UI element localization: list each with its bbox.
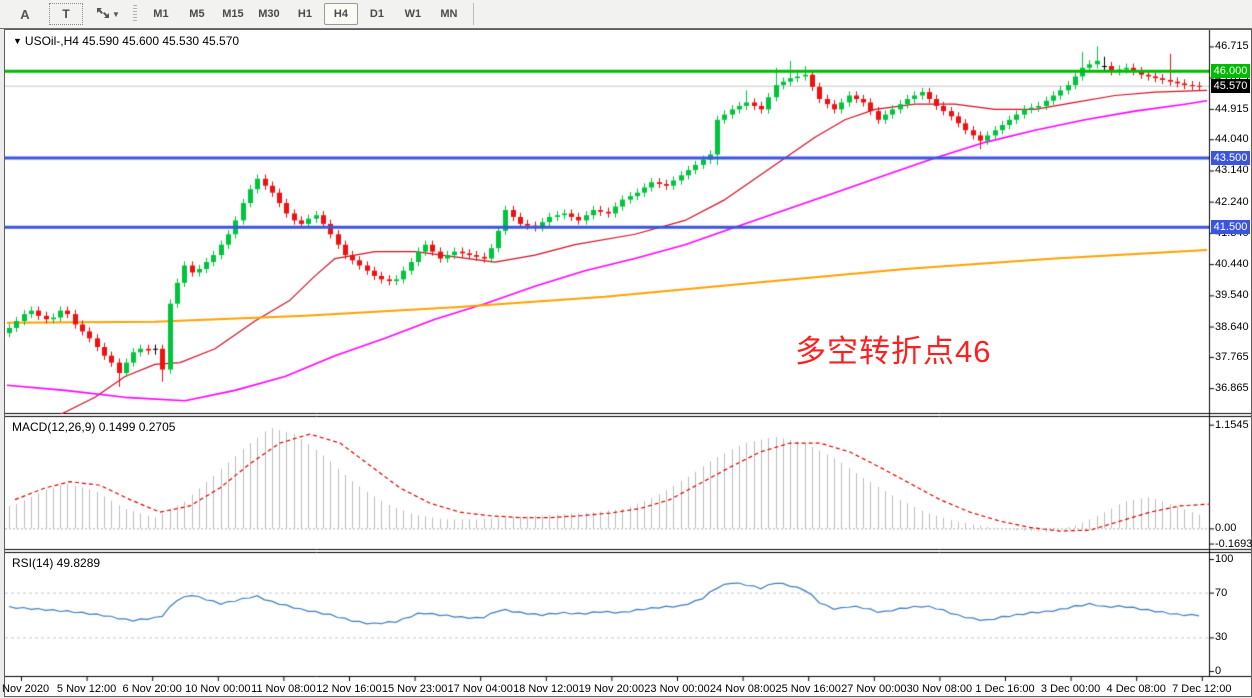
- chart-title: ▼ USOil-,H4 45.590 45.600 45.530 45.570: [13, 34, 239, 48]
- price-badge-41500: 41.500: [1211, 220, 1250, 235]
- time-axis-label: 25 Nov 16:00: [775, 683, 841, 695]
- timeframe-button-h4[interactable]: H4: [323, 3, 358, 25]
- text-box-tool-button[interactable]: T: [49, 3, 83, 25]
- price-tick-label: 43.140: [1215, 164, 1249, 177]
- time-axis-label: 27 Nov 00:00: [841, 683, 907, 695]
- timeframe-button-h1[interactable]: H1: [297, 8, 312, 20]
- timeframe-button-mn[interactable]: MN: [440, 8, 458, 20]
- macd-tick-label: 0.00: [1215, 522, 1237, 535]
- toolbar-separator: [472, 3, 474, 25]
- double-arrow-icon: [96, 7, 110, 22]
- text-label-tool-button[interactable]: A: [20, 6, 30, 22]
- price-tick-label: 38.640: [1215, 320, 1249, 333]
- time-axis-label: 12 Nov 16:00: [316, 683, 382, 695]
- timeframe-button-m1[interactable]: M1: [153, 8, 169, 20]
- time-axis-label: 19 Nov 20:00: [578, 683, 645, 695]
- chart-title-text: USOil-,H4 45.590 45.600 45.530 45.570: [24, 34, 240, 48]
- macd-indicator-label: MACD(12,26,9) 0.1499 0.2705: [12, 420, 176, 434]
- price-badge-45570: 45.570: [1211, 79, 1250, 94]
- price-tick-label: 37.765: [1215, 350, 1249, 363]
- price-tick-label: 44.915: [1215, 102, 1249, 115]
- timeframe-buttons: M1 M5 M15 M30 H1 H4 D1 W1 MN: [143, 3, 467, 25]
- time-axis-label: 23 Nov 00:00: [644, 683, 710, 695]
- time-axis-label: 1 Dec 16:00: [975, 683, 1035, 695]
- time-axis-label: 18 Nov 12:00: [513, 683, 579, 695]
- price-tick-label: 44.040: [1215, 133, 1249, 146]
- chevron-down-icon: ▼: [112, 9, 120, 19]
- timeframe-button-m15[interactable]: M15: [222, 8, 244, 20]
- time-axis-label: 11 Nov 08:00: [251, 683, 316, 695]
- time-axis-label: 7 Dec 12:00: [1172, 683, 1232, 695]
- timeframe-button-w1[interactable]: W1: [404, 8, 422, 20]
- time-axis-label: 15 Nov 23:00: [381, 683, 448, 695]
- rsi-tick-label: 100: [1215, 553, 1234, 565]
- time-axis-label: 5 Nov 12:00: [56, 683, 117, 695]
- price-badge-43500: 43.500: [1211, 150, 1250, 165]
- time-axis-label: 17 Nov 04:00: [447, 683, 513, 695]
- timeframe-button-m5[interactable]: M5: [189, 8, 205, 20]
- rsi-indicator-label: RSI(14) 49.8289: [12, 556, 101, 570]
- collapse-triangle-icon: ▼: [13, 36, 22, 46]
- price-tick-label: 40.440: [1215, 258, 1249, 271]
- rsi-tick-label: 70: [1215, 586, 1228, 599]
- macd-tick-label: 1.1545: [1215, 418, 1249, 431]
- toolbar: A T ▼ M1 M5 M15 M30 H1 H4 D1 W1 MN: [0, 0, 1252, 29]
- rsi-tick-label: 30: [1215, 631, 1228, 644]
- toolbar-grip[interactable]: [132, 5, 137, 23]
- chart-annotation: 多空转折点46: [795, 334, 992, 369]
- macd-tick-label: -0.1693: [1215, 537, 1252, 550]
- price-tick-label: 46.715: [1215, 40, 1249, 53]
- chart-window: ▼ USOil-,H4 45.590 45.600 45.530 45.570 M…: [0, 29, 1252, 697]
- price-tick-label: 42.240: [1215, 195, 1249, 208]
- rsi-tick-label: 0: [1215, 665, 1222, 677]
- time-axis-label: 6 Nov 20:00: [122, 683, 182, 695]
- time-axis-label: 30 Nov 08:00: [906, 683, 973, 695]
- price-tick-label: 39.540: [1215, 289, 1249, 302]
- price-tick-label: 36.865: [1215, 382, 1249, 395]
- time-axis-label: 3 Dec 00:00: [1040, 683, 1101, 695]
- chart-canvas[interactable]: [5, 30, 1251, 696]
- time-axis-label: 4 Dec 08:00: [1106, 683, 1166, 695]
- cursor-tool-button[interactable]: ▼: [90, 3, 126, 25]
- time-axis-label: 24 Nov 08:00: [709, 683, 776, 695]
- price-badge-46000: 46.000: [1211, 64, 1250, 79]
- time-axis-label: 10 Nov 00:00: [185, 683, 251, 695]
- timeframe-button-m30[interactable]: M30: [258, 8, 280, 20]
- timeframe-button-d1[interactable]: D1: [369, 8, 384, 20]
- time-axis-label: 4 Nov 2020: [0, 683, 50, 695]
